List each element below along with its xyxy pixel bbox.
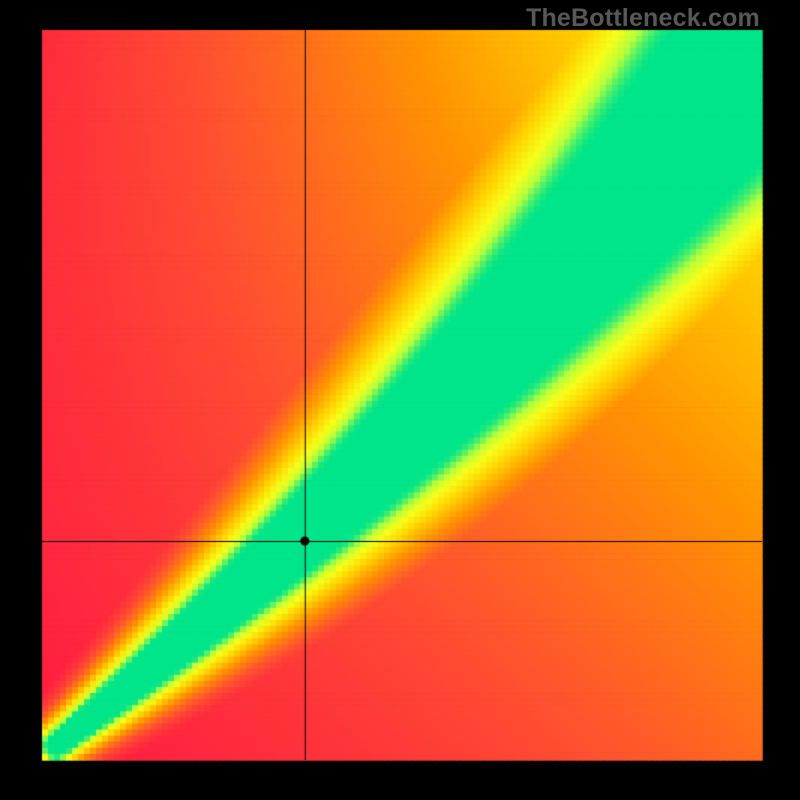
chart-container: TheBottleneck.com [0, 0, 800, 800]
bottleneck-heatmap [0, 0, 800, 800]
watermark-text: TheBottleneck.com [526, 4, 760, 33]
